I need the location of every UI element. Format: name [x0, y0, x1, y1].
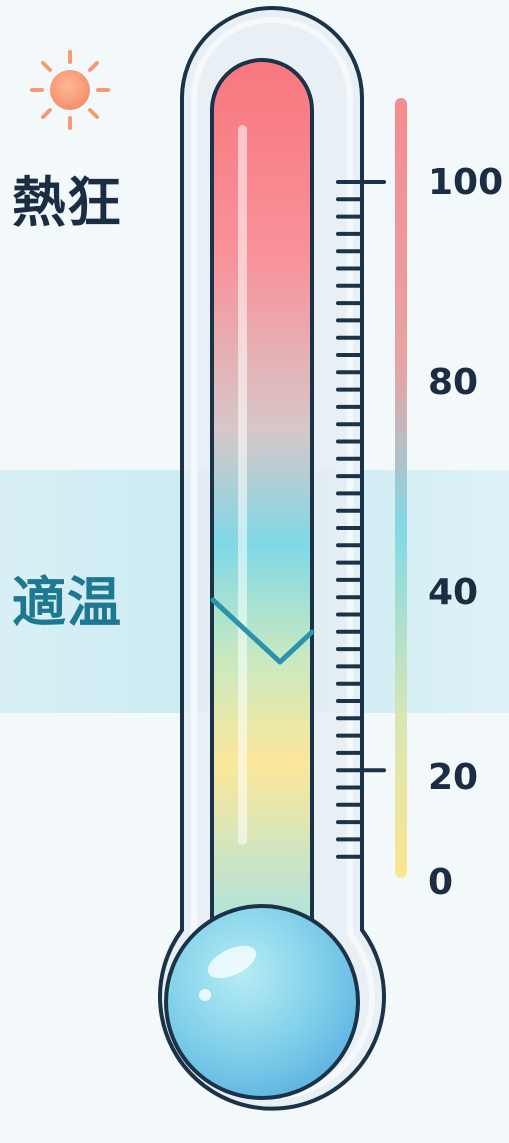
- tick-label-40: 40: [428, 572, 479, 613]
- scale-ticks: [336, 180, 386, 859]
- label-hot: 熱狂: [12, 171, 122, 234]
- label-comfort: 適温: [12, 571, 122, 634]
- comfort-indicator-line: [210, 597, 315, 665]
- thermometer-bulb: [164, 904, 360, 1100]
- sun-icon: [30, 50, 110, 130]
- tick-label-20: 20: [428, 757, 479, 798]
- thermometer-fill: [210, 58, 314, 942]
- color-scale-bar: [395, 98, 407, 878]
- tick-label-0: 0: [428, 862, 454, 903]
- tick-label-100: 100: [428, 162, 504, 203]
- tick-label-80: 80: [428, 362, 479, 403]
